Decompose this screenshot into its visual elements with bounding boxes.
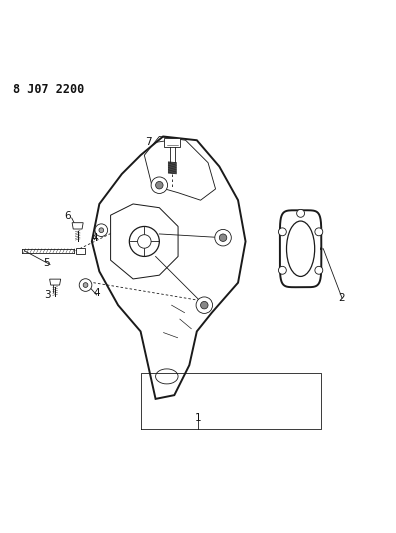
Text: 1: 1: [195, 414, 201, 423]
Circle shape: [278, 266, 286, 274]
Circle shape: [297, 209, 305, 217]
Polygon shape: [164, 138, 180, 147]
Text: 8 J07 2200: 8 J07 2200: [13, 83, 84, 96]
Polygon shape: [76, 247, 85, 254]
Polygon shape: [50, 279, 61, 285]
Text: 7: 7: [145, 137, 152, 147]
Circle shape: [137, 235, 151, 248]
Circle shape: [79, 279, 92, 292]
Text: 6: 6: [65, 211, 71, 221]
Circle shape: [278, 228, 286, 236]
Text: 2: 2: [339, 293, 345, 303]
Polygon shape: [72, 223, 83, 229]
Circle shape: [83, 282, 88, 287]
Circle shape: [200, 302, 208, 309]
Circle shape: [215, 229, 231, 246]
Circle shape: [95, 224, 108, 237]
Circle shape: [219, 234, 227, 241]
Text: 4: 4: [91, 233, 98, 243]
Circle shape: [151, 177, 168, 193]
Text: 3: 3: [44, 290, 51, 300]
Circle shape: [196, 297, 213, 313]
Text: 4: 4: [93, 288, 100, 298]
Circle shape: [315, 266, 323, 274]
Circle shape: [315, 228, 323, 236]
Text: 5: 5: [43, 257, 50, 268]
Circle shape: [156, 181, 163, 189]
Circle shape: [99, 228, 104, 232]
